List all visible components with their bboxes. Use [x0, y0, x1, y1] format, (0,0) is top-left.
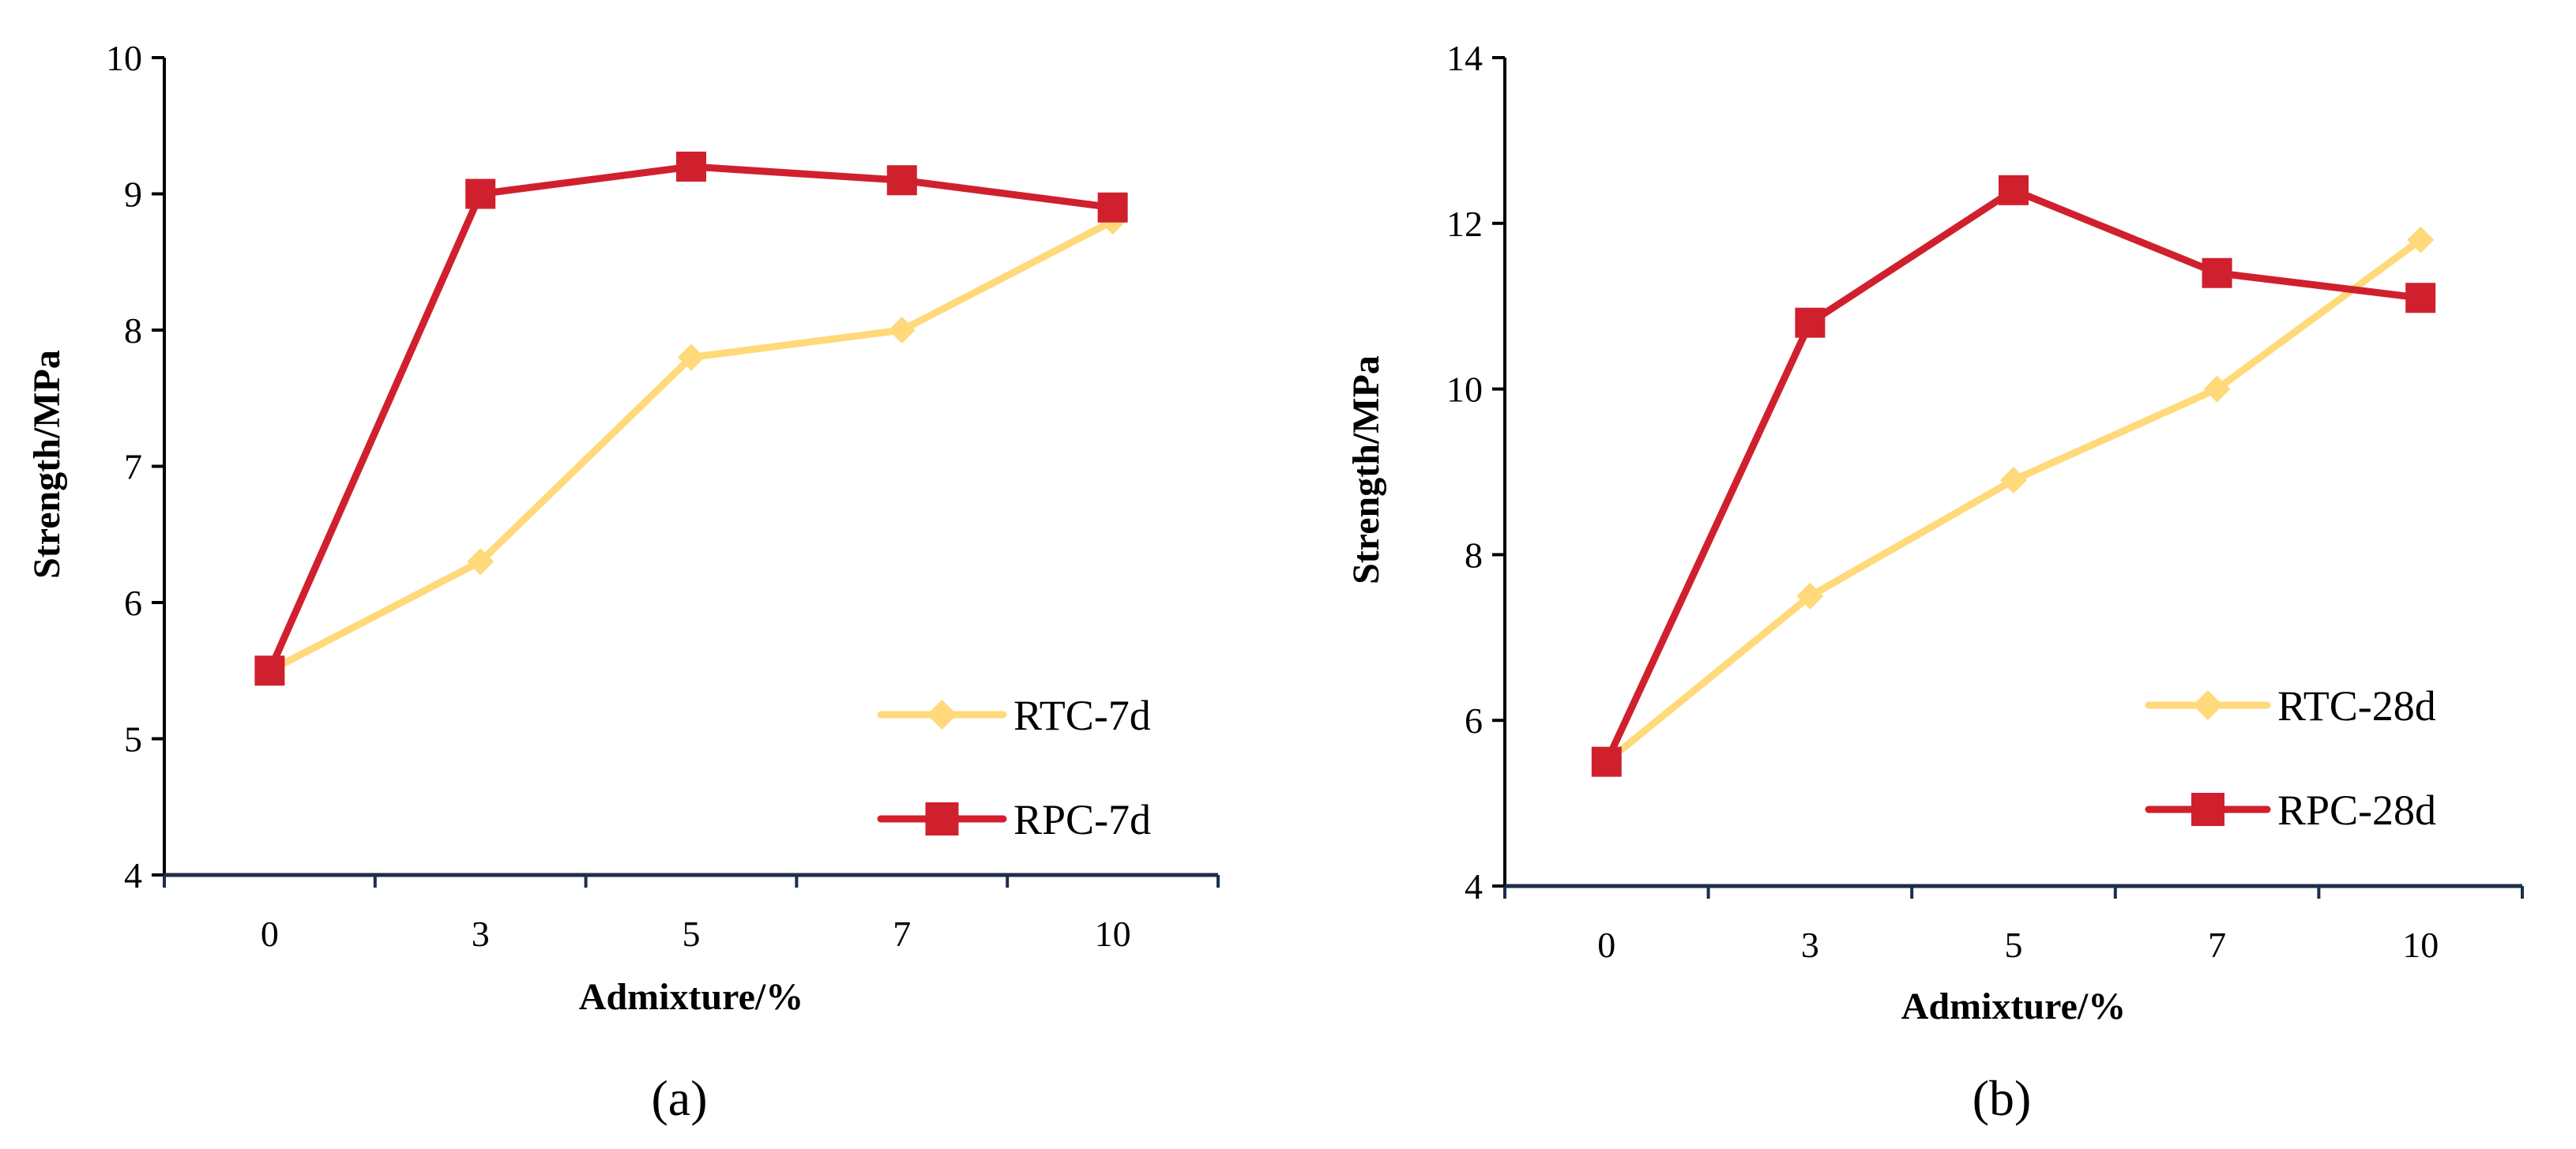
- data-point-square: [1999, 175, 2029, 205]
- y-tick-label: 14: [1446, 38, 1483, 78]
- data-point-diamond: [678, 344, 705, 371]
- x-tick-label: 10: [1095, 914, 1131, 954]
- y-tick-label: 6: [1465, 700, 1483, 741]
- x-tick-label: 3: [1801, 925, 1819, 965]
- data-point-square: [1795, 307, 1826, 338]
- data-point-square: [2405, 283, 2436, 314]
- x-tick-label: 3: [472, 914, 490, 954]
- x-axis-title: Admixture/%: [1901, 986, 2126, 1027]
- data-point-square: [676, 152, 706, 182]
- y-tick-label: 12: [1446, 204, 1483, 244]
- data-point-square: [2202, 257, 2232, 288]
- data-point-square: [254, 655, 285, 686]
- legend-swatch-square: [2191, 793, 2224, 826]
- legend-swatch-diamond: [927, 700, 957, 730]
- legend-swatch-square: [925, 802, 959, 835]
- x-tick-label: 0: [1597, 925, 1615, 965]
- x-axis-title: Admixture/%: [579, 976, 803, 1018]
- panel-label: (b): [1972, 1070, 2032, 1126]
- legend-label: RTC-7d: [1013, 692, 1151, 739]
- y-tick-label: 8: [1465, 535, 1483, 575]
- series-line-RPC-7d: [265, 163, 1117, 674]
- data-point-square: [1591, 746, 1622, 777]
- y-tick-label: 4: [124, 855, 142, 896]
- x-tick-label: 5: [683, 914, 701, 954]
- data-point-diamond: [2407, 226, 2435, 253]
- legend-label: RPC-28d: [2277, 787, 2436, 834]
- data-point-diamond: [888, 317, 916, 344]
- panel-label: (a): [651, 1070, 707, 1126]
- chart-b: 4 6 8 10 12 14 0 3 5 7 10 Admixture/% Strength/MPa (b…: [1345, 38, 2524, 1126]
- y-tick-label: 4: [1465, 866, 1483, 907]
- legend-label: RPC-7d: [1013, 796, 1151, 843]
- x-tick-label: 7: [2208, 925, 2226, 965]
- y-tick-label: 9: [124, 175, 142, 215]
- data-point-square: [1097, 192, 1128, 223]
- legend-swatch-diamond: [2193, 690, 2223, 720]
- y-tick-label: 6: [124, 583, 142, 623]
- y-tick-label: 7: [124, 447, 142, 487]
- y-tick-label: 10: [1446, 370, 1483, 410]
- data-point-diamond: [2000, 466, 2027, 494]
- chart-a: 4 5 6 7 8 9 10 0 3 5 7 10 Admixture/% Strength/MPa (a)…: [26, 38, 1220, 1126]
- legend-label: RTC-28d: [2277, 682, 2436, 730]
- series-line-RTC-7d: [265, 217, 1117, 674]
- data-point-diamond: [2203, 375, 2231, 403]
- y-tick-label: 8: [124, 310, 142, 351]
- data-point-diamond: [1796, 582, 1824, 610]
- y-axis-title: Strength/MPa: [1345, 355, 1387, 584]
- data-point-diamond: [467, 548, 495, 576]
- data-point-square: [886, 165, 917, 196]
- x-tick-label: 0: [261, 914, 279, 954]
- y-tick-label: 5: [124, 719, 142, 760]
- x-tick-label: 7: [893, 914, 911, 954]
- data-point-square: [465, 178, 496, 209]
- y-tick-label: 10: [106, 38, 142, 78]
- x-tick-label: 5: [2005, 925, 2023, 965]
- y-axis-title: Strength/MPa: [26, 350, 68, 579]
- x-tick-label: 10: [2402, 925, 2439, 965]
